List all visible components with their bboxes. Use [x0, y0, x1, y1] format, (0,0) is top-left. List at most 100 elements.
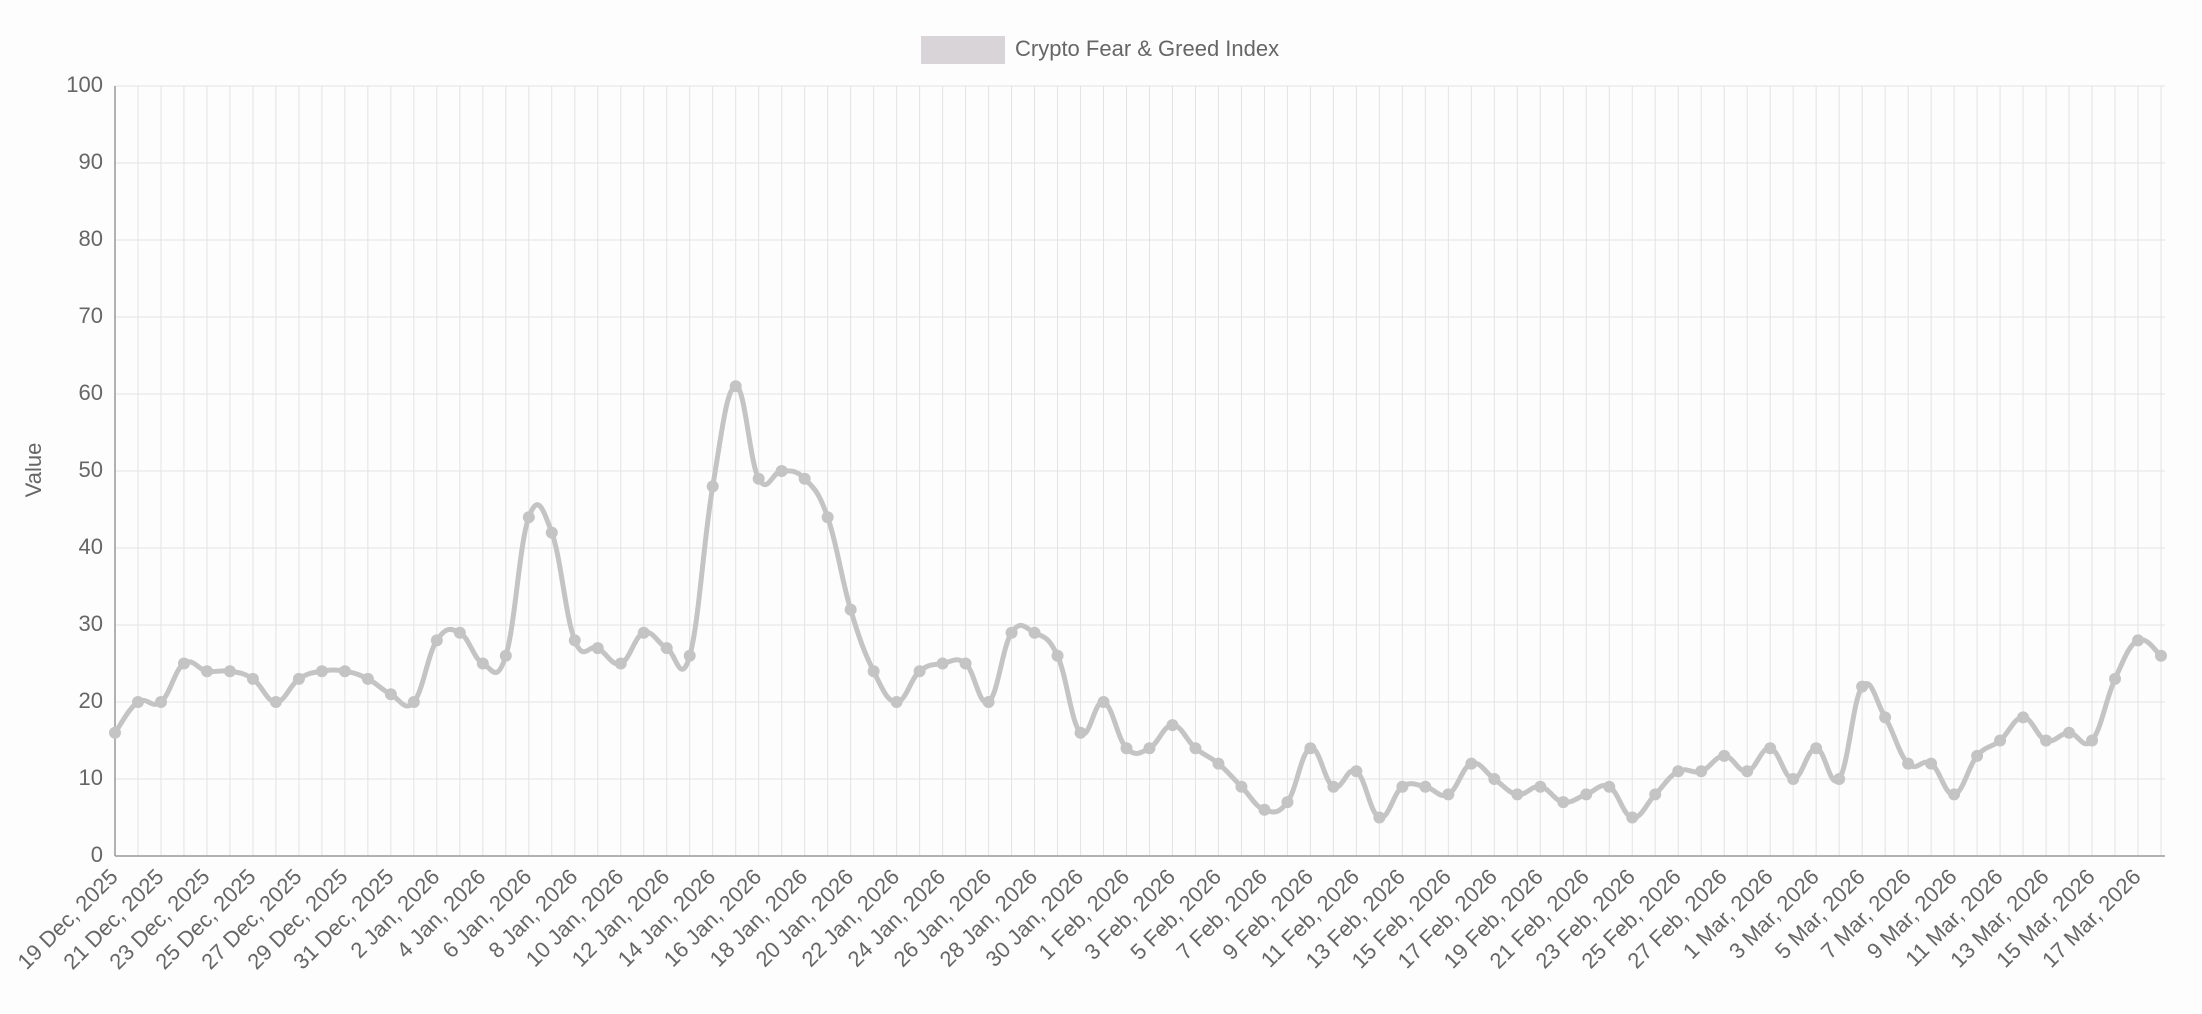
data-point	[568, 634, 581, 647]
data-point	[1764, 742, 1777, 755]
data-point	[959, 657, 972, 670]
data-point	[660, 642, 673, 655]
y-tick-label: 70	[79, 303, 103, 328]
y-tick-label: 50	[79, 457, 103, 482]
legend-swatch	[921, 36, 1005, 64]
data-point	[2132, 634, 2145, 647]
data-point	[729, 380, 742, 393]
data-point	[545, 526, 558, 539]
data-point	[591, 642, 604, 655]
data-point	[1212, 757, 1225, 770]
legend-label: Crypto Fear & Greed Index	[1015, 36, 1279, 61]
data-point	[1327, 780, 1340, 793]
data-point	[1350, 765, 1363, 778]
data-point	[1028, 626, 1041, 639]
data-point	[1971, 749, 1984, 762]
data-point	[821, 511, 834, 524]
data-point	[384, 688, 397, 701]
data-point	[1741, 765, 1754, 778]
data-point	[1281, 796, 1294, 809]
y-axis-title: Value	[21, 443, 46, 498]
data-point	[1672, 765, 1685, 778]
data-point	[844, 603, 857, 616]
data-point	[1396, 780, 1409, 793]
data-point	[1051, 649, 1064, 662]
data-point	[1189, 742, 1202, 755]
data-point	[453, 626, 466, 639]
data-point	[1442, 788, 1455, 801]
data-point	[1925, 757, 1938, 770]
data-point	[1419, 780, 1432, 793]
data-point	[269, 696, 282, 708]
data-point	[1074, 726, 1087, 739]
data-point	[1603, 780, 1616, 793]
data-point	[637, 626, 650, 639]
data-point	[246, 672, 259, 685]
data-point	[1304, 742, 1317, 755]
data-point	[2040, 734, 2053, 747]
y-tick-label: 100	[66, 72, 103, 97]
data-point	[315, 665, 328, 678]
data-point	[476, 657, 489, 670]
y-tick-label: 10	[79, 765, 103, 790]
y-tick-label: 80	[79, 226, 103, 251]
data-point	[1810, 742, 1823, 755]
data-point	[1511, 788, 1524, 801]
data-point	[361, 672, 374, 685]
data-point	[1649, 788, 1662, 801]
data-point	[2086, 734, 2099, 747]
data-point	[798, 472, 811, 485]
data-point	[2063, 726, 2076, 739]
data-point	[1833, 773, 1846, 785]
data-line	[112, 383, 2163, 821]
data-point	[1488, 773, 1501, 785]
data-point	[2155, 649, 2167, 662]
data-point	[1879, 711, 1892, 724]
data-point	[1097, 696, 1110, 708]
data-point	[614, 657, 627, 670]
y-tick-label: 20	[79, 688, 103, 713]
data-point	[775, 465, 788, 477]
y-tick-label: 30	[79, 611, 103, 636]
y-tick-label: 60	[79, 380, 103, 405]
data-point	[752, 472, 765, 485]
data-point	[1143, 742, 1156, 755]
data-point	[109, 726, 121, 739]
y-tick-label: 90	[79, 149, 103, 174]
data-point	[154, 696, 167, 708]
data-point	[200, 665, 213, 678]
data-point	[1235, 780, 1248, 793]
data-point	[1580, 788, 1593, 801]
data-point	[1534, 780, 1547, 793]
data-point	[1948, 788, 1961, 801]
data-point	[131, 696, 144, 708]
data-point	[1465, 757, 1478, 770]
data-point	[223, 665, 236, 678]
data-point	[499, 649, 512, 662]
data-point	[982, 696, 995, 708]
data-point	[522, 511, 535, 524]
data-point	[706, 480, 719, 493]
data-point	[683, 649, 696, 662]
data-point	[1994, 734, 2007, 747]
data-point	[2109, 672, 2122, 685]
data-point	[407, 696, 420, 708]
data-point	[1557, 796, 1570, 809]
data-point	[1856, 680, 1869, 693]
y-tick-label: 40	[79, 534, 103, 559]
data-point	[338, 665, 351, 678]
data-point	[1902, 757, 1915, 770]
data-point	[1626, 811, 1639, 824]
data-point	[1166, 719, 1179, 732]
data-point	[936, 657, 949, 670]
data-point	[890, 696, 903, 708]
data-point	[1787, 773, 1800, 785]
data-point	[430, 634, 443, 647]
data-point	[1695, 765, 1708, 778]
data-point	[177, 657, 190, 670]
data-point	[2017, 711, 2030, 724]
data-point	[292, 672, 305, 685]
data-point	[1718, 749, 1731, 762]
data-point	[1120, 742, 1133, 755]
data-point	[1005, 626, 1018, 639]
